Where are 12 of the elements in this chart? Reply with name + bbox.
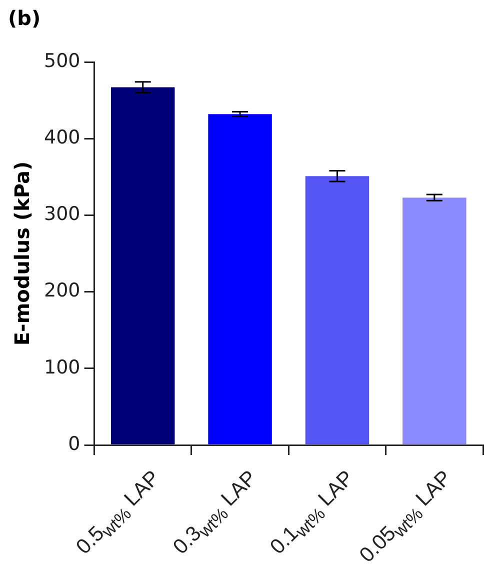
y-tick-label: 0 — [68, 432, 80, 455]
y-axis-title: E-modulus (kPa) — [10, 161, 34, 346]
bar — [110, 87, 175, 444]
bar — [402, 198, 466, 444]
bar — [208, 114, 272, 444]
bar — [305, 176, 370, 444]
y-tick-label: 200 — [44, 280, 80, 302]
chart-title: (b) — [8, 6, 41, 30]
y-tick-label: 400 — [44, 126, 80, 149]
y-tick-label: 300 — [44, 203, 80, 226]
y-tick-label: 100 — [44, 356, 80, 378]
y-tick-label: 500 — [44, 50, 80, 72]
